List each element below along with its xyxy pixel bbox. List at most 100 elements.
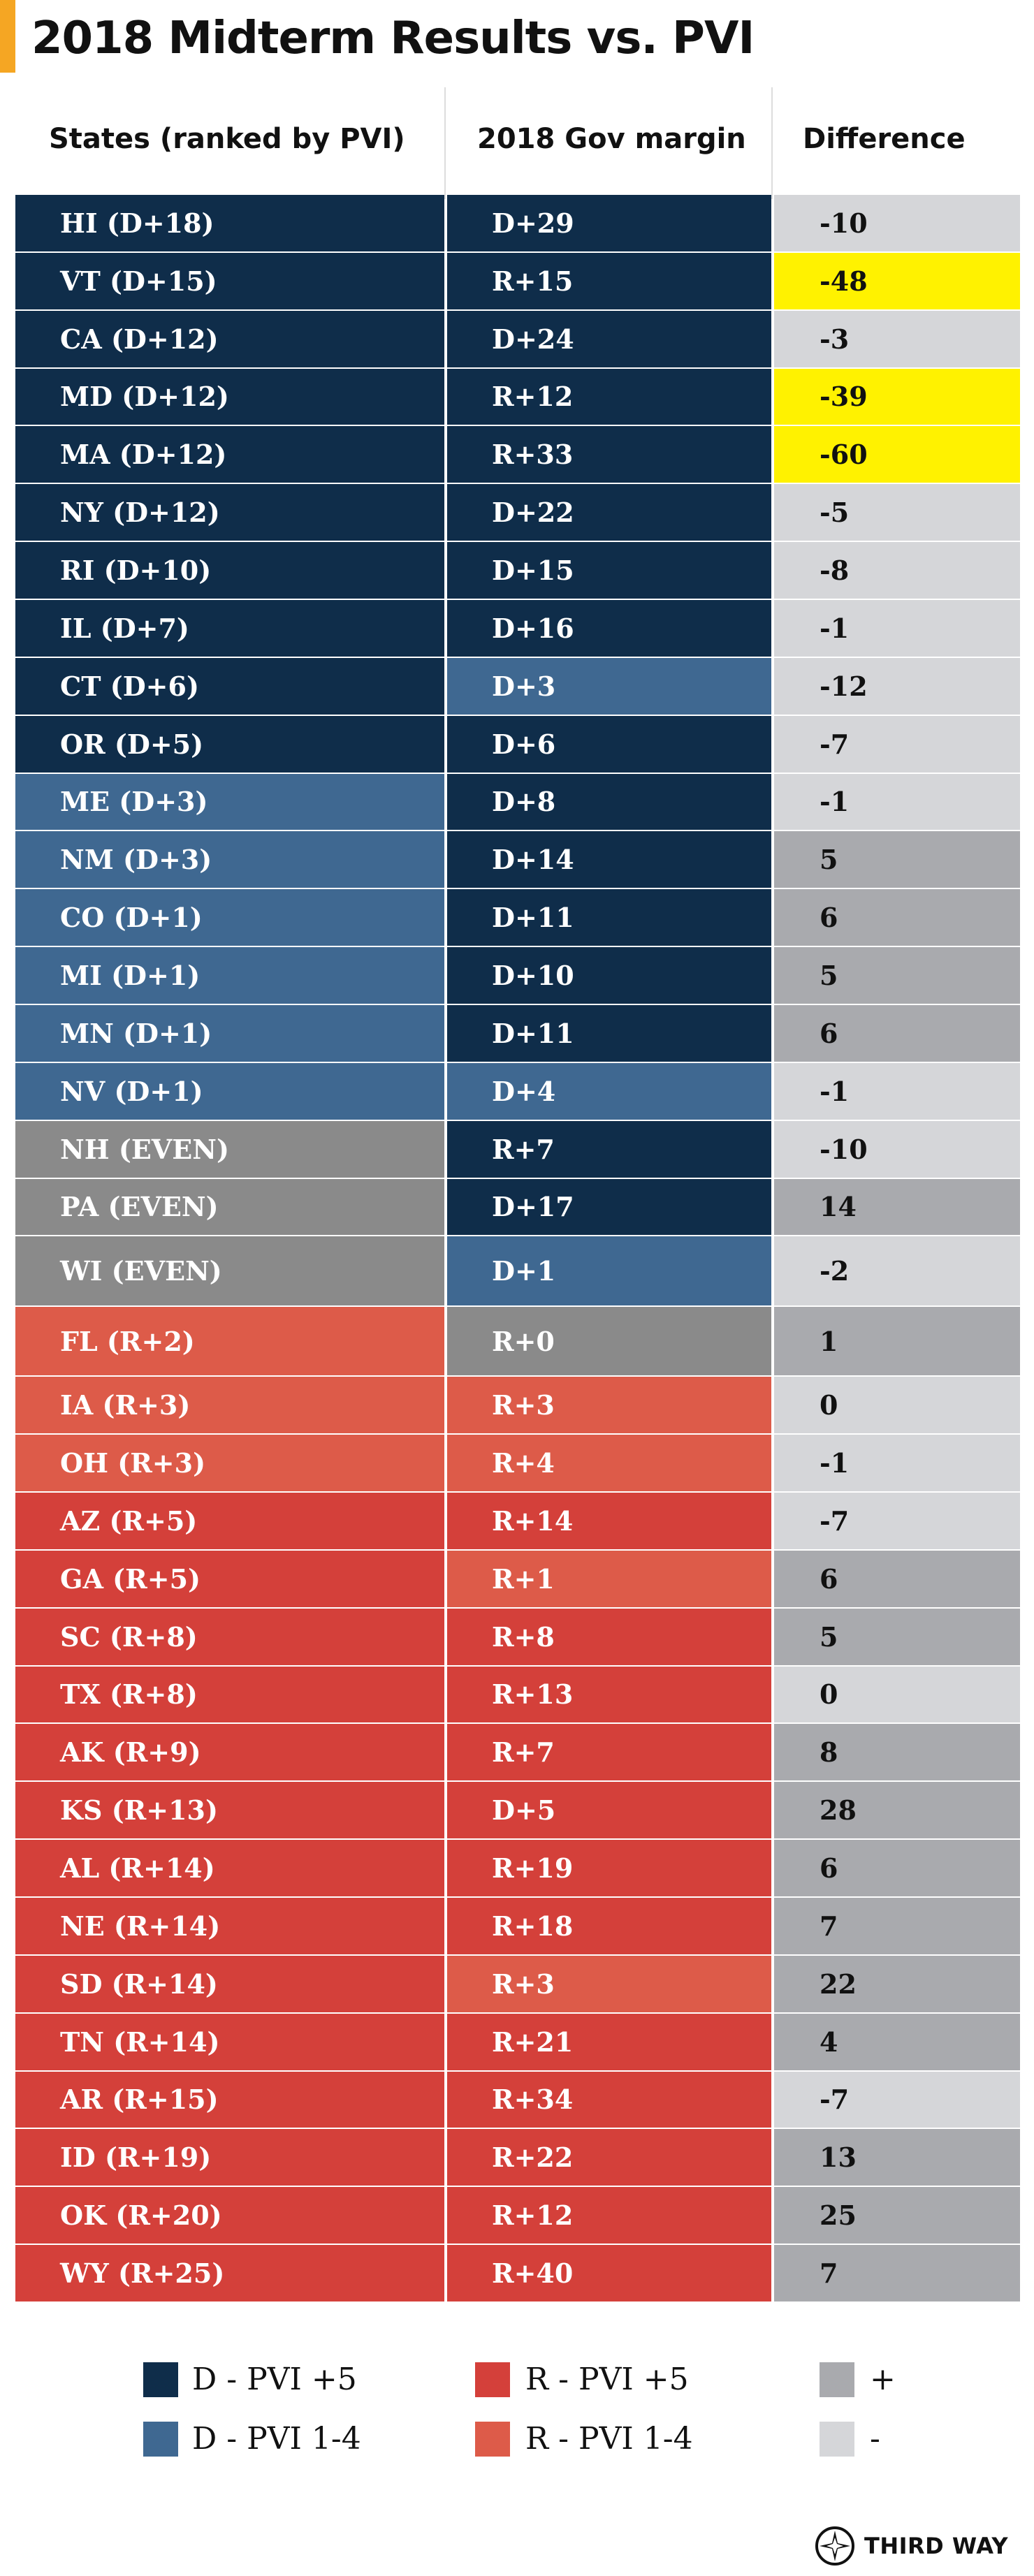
legend-label: D - PVI +5: [192, 2362, 357, 2397]
table-cell-gov: D+11: [447, 889, 771, 946]
table-cell-diff: 6: [774, 889, 1020, 946]
table-cell-gov: D+22: [447, 484, 771, 541]
table-cell-gov: D+29: [447, 195, 771, 251]
title-accent-bar: [0, 0, 15, 73]
table-cell-state: HI (D+18): [15, 195, 444, 251]
table-cell-gov: R+14: [447, 1493, 771, 1549]
table-cell-diff: -1: [774, 1435, 1020, 1491]
table-cell-gov: R+7: [447, 1120, 771, 1178]
table-cell-diff: 4: [774, 2013, 1020, 2070]
table-cell-gov: D+16: [447, 599, 771, 657]
table-cell-diff: 0: [774, 1666, 1020, 1723]
table-cell-state: SD (R+14): [15, 1955, 444, 2012]
chart-title: 2018 Midterm Results vs. PVI: [31, 13, 755, 64]
table-cell-gov: R+0: [447, 1306, 771, 1376]
table-cell-state: MD (D+12): [15, 368, 444, 425]
table-cell-gov: D+11: [447, 1004, 771, 1062]
legend-swatch: [143, 2422, 178, 2457]
table-cell-state: OH (R+3): [15, 1435, 444, 1491]
table-cell-diff: 6: [774, 1840, 1020, 1896]
table-cell-state: VT (D+15): [15, 252, 444, 309]
table-cell-state: NE (R+14): [15, 1898, 444, 1954]
table-cell-state: IL (D+7): [15, 599, 444, 657]
column-divider: [771, 87, 773, 199]
table-cell-gov: R+8: [447, 1608, 771, 1665]
table-cell-state: FL (R+2): [15, 1306, 444, 1376]
table-cell-state: PA (EVEN): [15, 1178, 444, 1236]
table-cell-diff: 22: [774, 1955, 1020, 2012]
table-cell-gov: R+13: [447, 1666, 771, 1723]
compass-logo-icon: [815, 2526, 854, 2566]
table-cell-state: NV (D+1): [15, 1062, 444, 1120]
table-cell-state: TX (R+8): [15, 1666, 444, 1723]
table-cell-diff: -1: [774, 773, 1020, 830]
table-cell-diff: 14: [774, 1178, 1020, 1236]
table-cell-state: SC (R+8): [15, 1608, 444, 1665]
table-cell-state: NM (D+3): [15, 831, 444, 888]
table-cell-gov: D+8: [447, 773, 771, 830]
table-cell-state: OR (D+5): [15, 715, 444, 773]
legend-label: R - PVI 1-4: [525, 2421, 693, 2457]
table-cell-state: CT (D+6): [15, 657, 444, 715]
table-cell-diff: 7: [774, 2245, 1020, 2301]
table-cell-diff: -60: [774, 426, 1020, 483]
table-cell-gov: R+19: [447, 1840, 771, 1896]
table-cell-state: GA (R+5): [15, 1550, 444, 1607]
table-cell-state: AL (R+14): [15, 1840, 444, 1896]
table-cell-gov: D+10: [447, 947, 771, 1004]
table-cell-gov: D+4: [447, 1062, 771, 1120]
table-cell-state: MN (D+1): [15, 1004, 444, 1062]
table-cell-state: NH (EVEN): [15, 1120, 444, 1178]
table-cell-diff: -10: [774, 195, 1020, 251]
table-cell-diff: 28: [774, 1782, 1020, 1839]
table-cell-state: AZ (R+5): [15, 1493, 444, 1549]
table-cell-state: ID (R+19): [15, 2129, 444, 2186]
table-cell-gov: R+18: [447, 1898, 771, 1954]
table-cell-gov: D+24: [447, 310, 771, 367]
table-cell-state: RI (D+10): [15, 542, 444, 599]
table-cell-diff: 25: [774, 2187, 1020, 2244]
table-cell-gov: D+5: [447, 1782, 771, 1839]
table-cell-diff: -1: [774, 1062, 1020, 1120]
table-cell-gov: R+1: [447, 1550, 771, 1607]
table-cell-state: WI (EVEN): [15, 1236, 444, 1305]
table-cell-state: NY (D+12): [15, 484, 444, 541]
column-header-difference: Difference: [803, 123, 966, 155]
legend-swatch: [820, 2422, 854, 2457]
table-cell-diff: -7: [774, 1493, 1020, 1549]
table-cell-gov: R+3: [447, 1377, 771, 1434]
table-cell-state: IA (R+3): [15, 1377, 444, 1434]
table-cell-gov: R+33: [447, 426, 771, 483]
table-cell-diff: -2: [774, 1236, 1020, 1305]
brand-name: THIRD WAY: [864, 2533, 1009, 2559]
column-header-state: States (ranked by PVI): [49, 123, 405, 155]
table-cell-state: MA (D+12): [15, 426, 444, 483]
legend-swatch: [475, 2422, 510, 2457]
column-header-gov-margin: 2018 Gov margin: [477, 123, 746, 155]
table-cell-diff: -7: [774, 715, 1020, 773]
table-cell-diff: 0: [774, 1377, 1020, 1434]
table-cell-gov: R+7: [447, 1724, 771, 1781]
table-cell-gov: R+22: [447, 2129, 771, 2186]
table-cell-state: AK (R+9): [15, 1724, 444, 1781]
table-cell-state: CA (D+12): [15, 310, 444, 367]
table-cell-diff: 7: [774, 1898, 1020, 1954]
table-cell-diff: -7: [774, 2071, 1020, 2128]
table-cell-diff: 13: [774, 2129, 1020, 2186]
table-cell-gov: D+17: [447, 1178, 771, 1236]
table-cell-diff: -3: [774, 310, 1020, 367]
column-divider: [444, 87, 446, 199]
table-cell-state: OK (R+20): [15, 2187, 444, 2244]
table-cell-gov: D+14: [447, 831, 771, 888]
table-cell-diff: 6: [774, 1004, 1020, 1062]
table-cell-gov: R+40: [447, 2245, 771, 2301]
legend-label: -: [870, 2421, 880, 2457]
brand-logo: THIRD WAY: [814, 2522, 1008, 2570]
table-cell-gov: D+1: [447, 1236, 771, 1305]
table-cell-gov: R+21: [447, 2013, 771, 2070]
table-cell-state: TN (R+14): [15, 2013, 444, 2070]
table-cell-gov: R+12: [447, 2187, 771, 2244]
table-cell-gov: R+3: [447, 1955, 771, 2012]
table-cell-diff: 5: [774, 947, 1020, 1004]
